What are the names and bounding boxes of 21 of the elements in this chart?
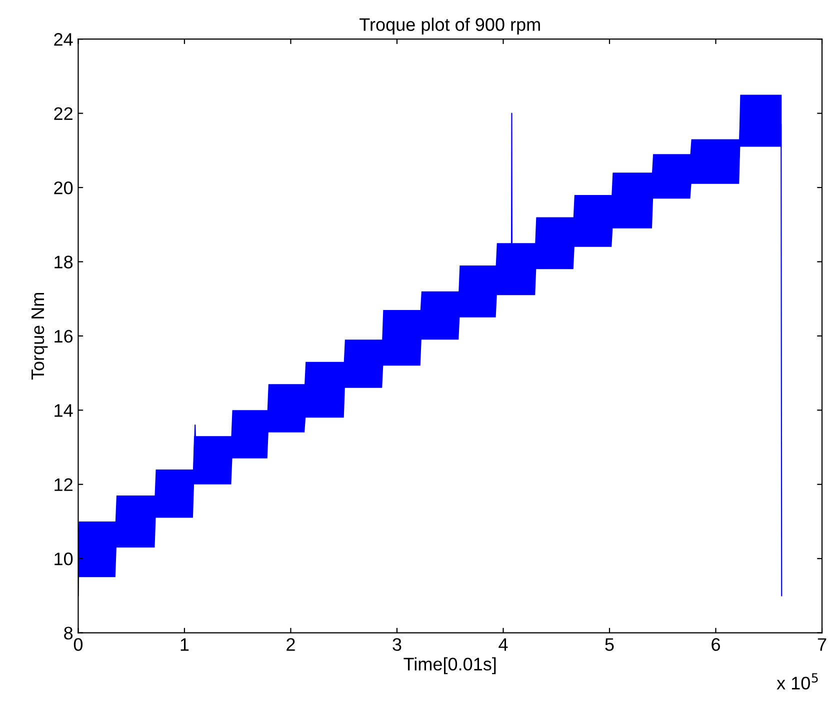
text: x 10$^{5}$ — [776, 673, 818, 690]
x-tick-label: 2 — [286, 638, 295, 651]
x-tick-label: 1 — [180, 638, 189, 651]
x-tick-label: 5 — [605, 638, 614, 651]
y-tick-label: 16 — [54, 330, 73, 343]
y-tick-label: 22 — [54, 107, 72, 120]
x-tick-label: 3 — [392, 638, 402, 651]
x-tick-label: 6 — [712, 638, 720, 651]
x-tick-label: 4 — [498, 638, 508, 651]
x-axis-title: Time[0.01s] — [404, 657, 496, 674]
y-tick-label: 18 — [54, 256, 73, 268]
y-axis-title: Torque Nm — [32, 292, 48, 380]
y-tick-label: 20 — [54, 181, 73, 194]
x-tick-label: 7 — [818, 638, 826, 651]
y-tick-label: 24 — [54, 33, 73, 46]
y-tick-label: 14 — [54, 404, 73, 417]
y-tick-label: 10 — [54, 552, 73, 566]
y-tick-label: 12 — [54, 478, 72, 491]
chart-title: Troque plot of 900 rpm — [360, 18, 540, 35]
x-tick-label: 0 — [74, 638, 83, 651]
y-tick-label: 8 — [64, 626, 73, 640]
